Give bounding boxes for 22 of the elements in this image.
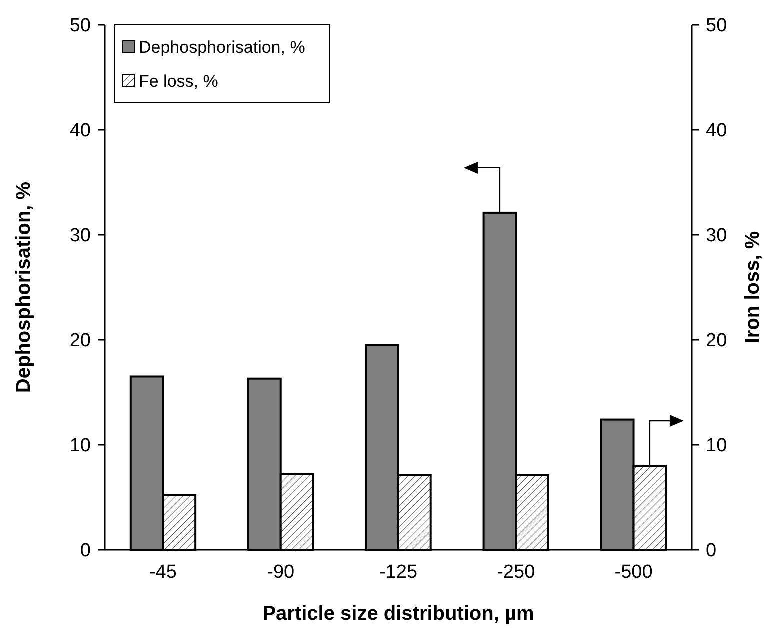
y2-tick-label: 10	[706, 436, 728, 457]
x-axis-title: Particle size distribution, µm	[262, 603, 534, 625]
y-tick-label: 0	[80, 540, 91, 562]
y2-tick-label: 50	[706, 16, 728, 37]
x-tick-label: -250	[497, 562, 536, 583]
x-tick-label: -500	[614, 562, 653, 583]
y-tick-label: 10	[70, 436, 91, 457]
x-tick-label: -90	[267, 562, 295, 583]
y-tick-label: 20	[70, 330, 91, 352]
x-tick-label: -45	[149, 562, 177, 583]
y2-tick-label: 30	[706, 226, 728, 247]
y-tick-label: 30	[70, 226, 91, 247]
y2-axis-title: Iron loss, %	[742, 231, 764, 344]
y2-tick-label: 40	[706, 120, 728, 142]
y-tick-label: 40	[70, 120, 91, 142]
y2-tick-label: 20	[706, 330, 728, 352]
legend-label: Fe loss, %	[139, 72, 218, 91]
x-tick-label: -125	[379, 562, 418, 583]
y2-tick-label: 0	[706, 540, 717, 562]
y-tick-label: 50	[70, 16, 91, 37]
y-axis-title: Dephosphorisation, %	[13, 182, 35, 394]
legend-label: Dephosphorisation, %	[139, 38, 306, 57]
